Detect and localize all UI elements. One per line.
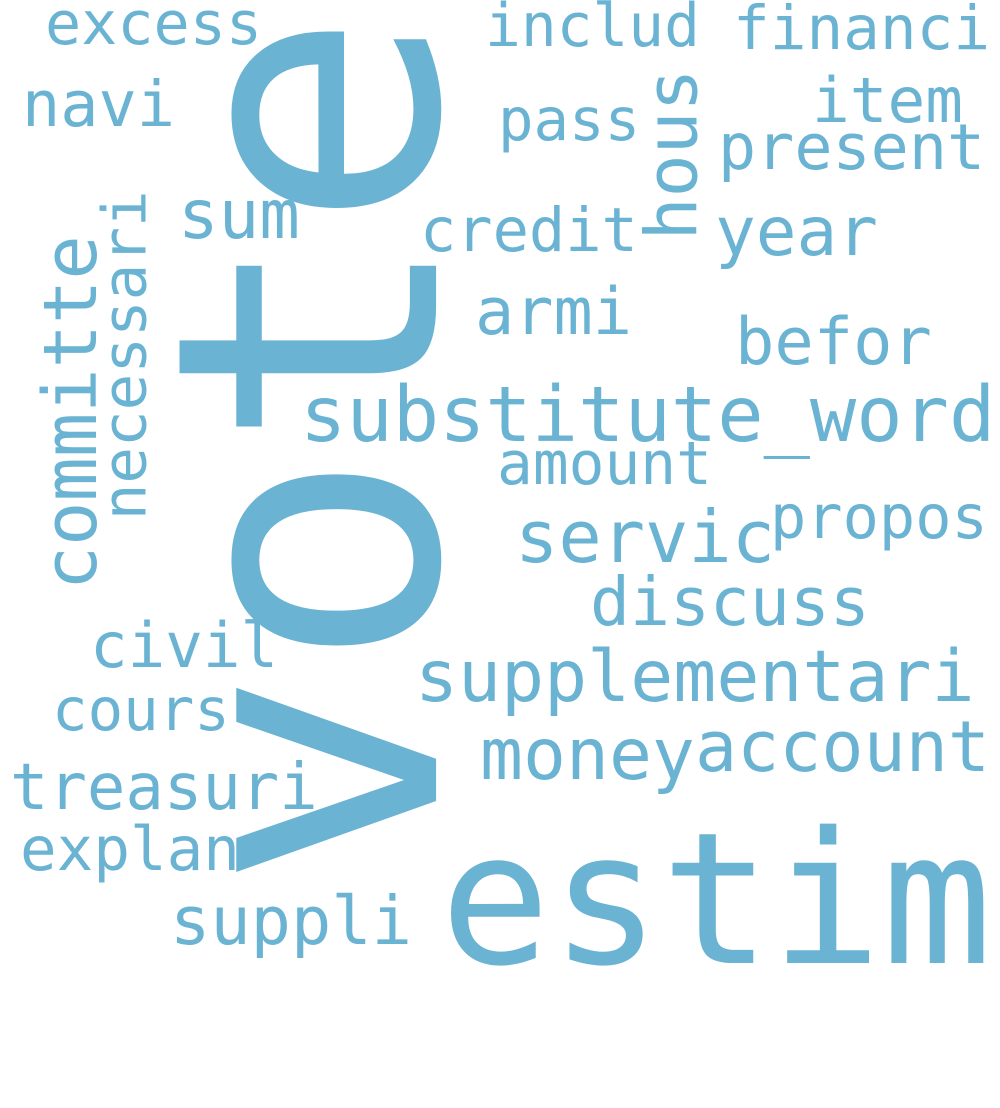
- word-supplementari: supplementari: [415, 635, 975, 718]
- word-cloud: vote estim substitute_word supplementari…: [10, 0, 996, 1000]
- word-befor: befor: [735, 303, 932, 380]
- word-excess: excess: [45, 0, 263, 59]
- word-treasuri: treasuri: [10, 750, 318, 825]
- word-financi: financi: [733, 0, 991, 65]
- word-civil: civil: [90, 608, 279, 682]
- word-pass: pass: [498, 84, 641, 154]
- word-hous: hous: [630, 68, 714, 240]
- word-sum: sum: [178, 174, 300, 254]
- word-explan: explan: [20, 813, 240, 885]
- word-item: item: [812, 63, 963, 137]
- word-year: year: [715, 192, 879, 272]
- word-discuss: discuss: [590, 563, 870, 641]
- word-estim: estim: [440, 793, 993, 1000]
- word-present: present: [718, 109, 986, 184]
- word-money: money: [480, 712, 695, 796]
- word-armi: armi: [475, 273, 632, 350]
- word-credit: credit: [420, 196, 638, 266]
- word-amount: amount: [497, 429, 712, 499]
- word-suppli: suppli: [170, 881, 413, 960]
- word-servic: servic: [515, 494, 776, 579]
- word-substitute-word: substitute_word: [300, 370, 996, 460]
- word-necessari: necessari: [89, 190, 161, 520]
- word-includ: includ: [485, 0, 700, 61]
- word-account: account: [695, 705, 991, 788]
- word-navi: navi: [22, 67, 175, 142]
- word-propos: propos: [770, 482, 988, 553]
- word-cours: cours: [52, 674, 230, 744]
